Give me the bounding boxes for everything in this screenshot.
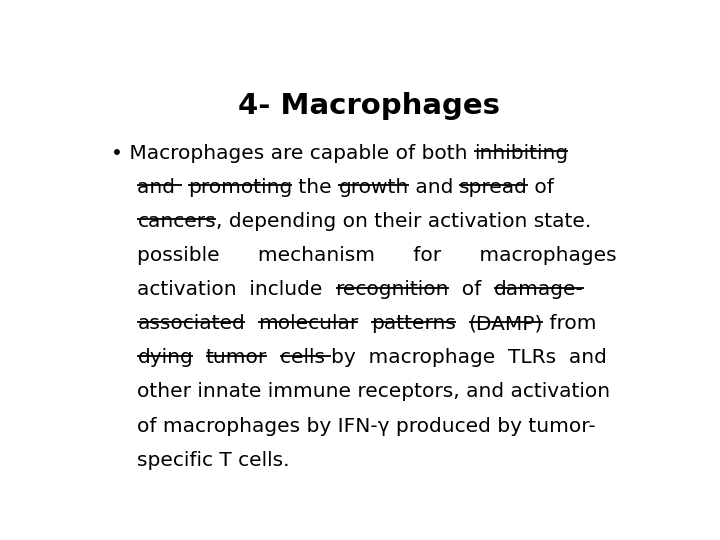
Text: from: from bbox=[543, 314, 596, 333]
Text: (DAMP): (DAMP) bbox=[469, 314, 543, 333]
Text: patterns: patterns bbox=[371, 314, 456, 333]
Text: tumor: tumor bbox=[206, 348, 267, 367]
Text: specific T cells.: specific T cells. bbox=[138, 451, 290, 470]
Text: possible      mechanism      for      macrophages: possible mechanism for macrophages bbox=[138, 246, 617, 265]
Text: other innate immune receptors, and activation: other innate immune receptors, and activ… bbox=[138, 382, 611, 401]
Text: growth: growth bbox=[338, 178, 409, 197]
Text: associated: associated bbox=[138, 314, 246, 333]
Text: 4- Macrophages: 4- Macrophages bbox=[238, 92, 500, 120]
Text: dying: dying bbox=[138, 348, 193, 367]
Text: by  macrophage  TLRs  and: by macrophage TLRs and bbox=[331, 348, 607, 367]
Text: of: of bbox=[528, 178, 554, 197]
Text: of: of bbox=[449, 280, 494, 299]
Text: cancers: cancers bbox=[138, 212, 216, 231]
Text: , depending on their activation state.: , depending on their activation state. bbox=[216, 212, 591, 231]
Text: spread: spread bbox=[459, 178, 528, 197]
Text: of macrophages by IFN-γ produced by tumor-: of macrophages by IFN-γ produced by tumo… bbox=[138, 416, 596, 436]
Text: •: • bbox=[111, 144, 123, 163]
Text: cells: cells bbox=[280, 348, 331, 367]
Text: the: the bbox=[292, 178, 338, 197]
Text: molecular: molecular bbox=[258, 314, 358, 333]
Text: and: and bbox=[409, 178, 459, 197]
Text: recognition: recognition bbox=[336, 280, 449, 299]
Text: inhibiting: inhibiting bbox=[474, 144, 568, 163]
Text: Macrophages are capable of both: Macrophages are capable of both bbox=[123, 144, 474, 163]
Text: promoting: promoting bbox=[188, 178, 292, 197]
Text: and: and bbox=[138, 178, 182, 197]
Text: activation  include: activation include bbox=[138, 280, 336, 299]
Text: damage-: damage- bbox=[494, 280, 584, 299]
